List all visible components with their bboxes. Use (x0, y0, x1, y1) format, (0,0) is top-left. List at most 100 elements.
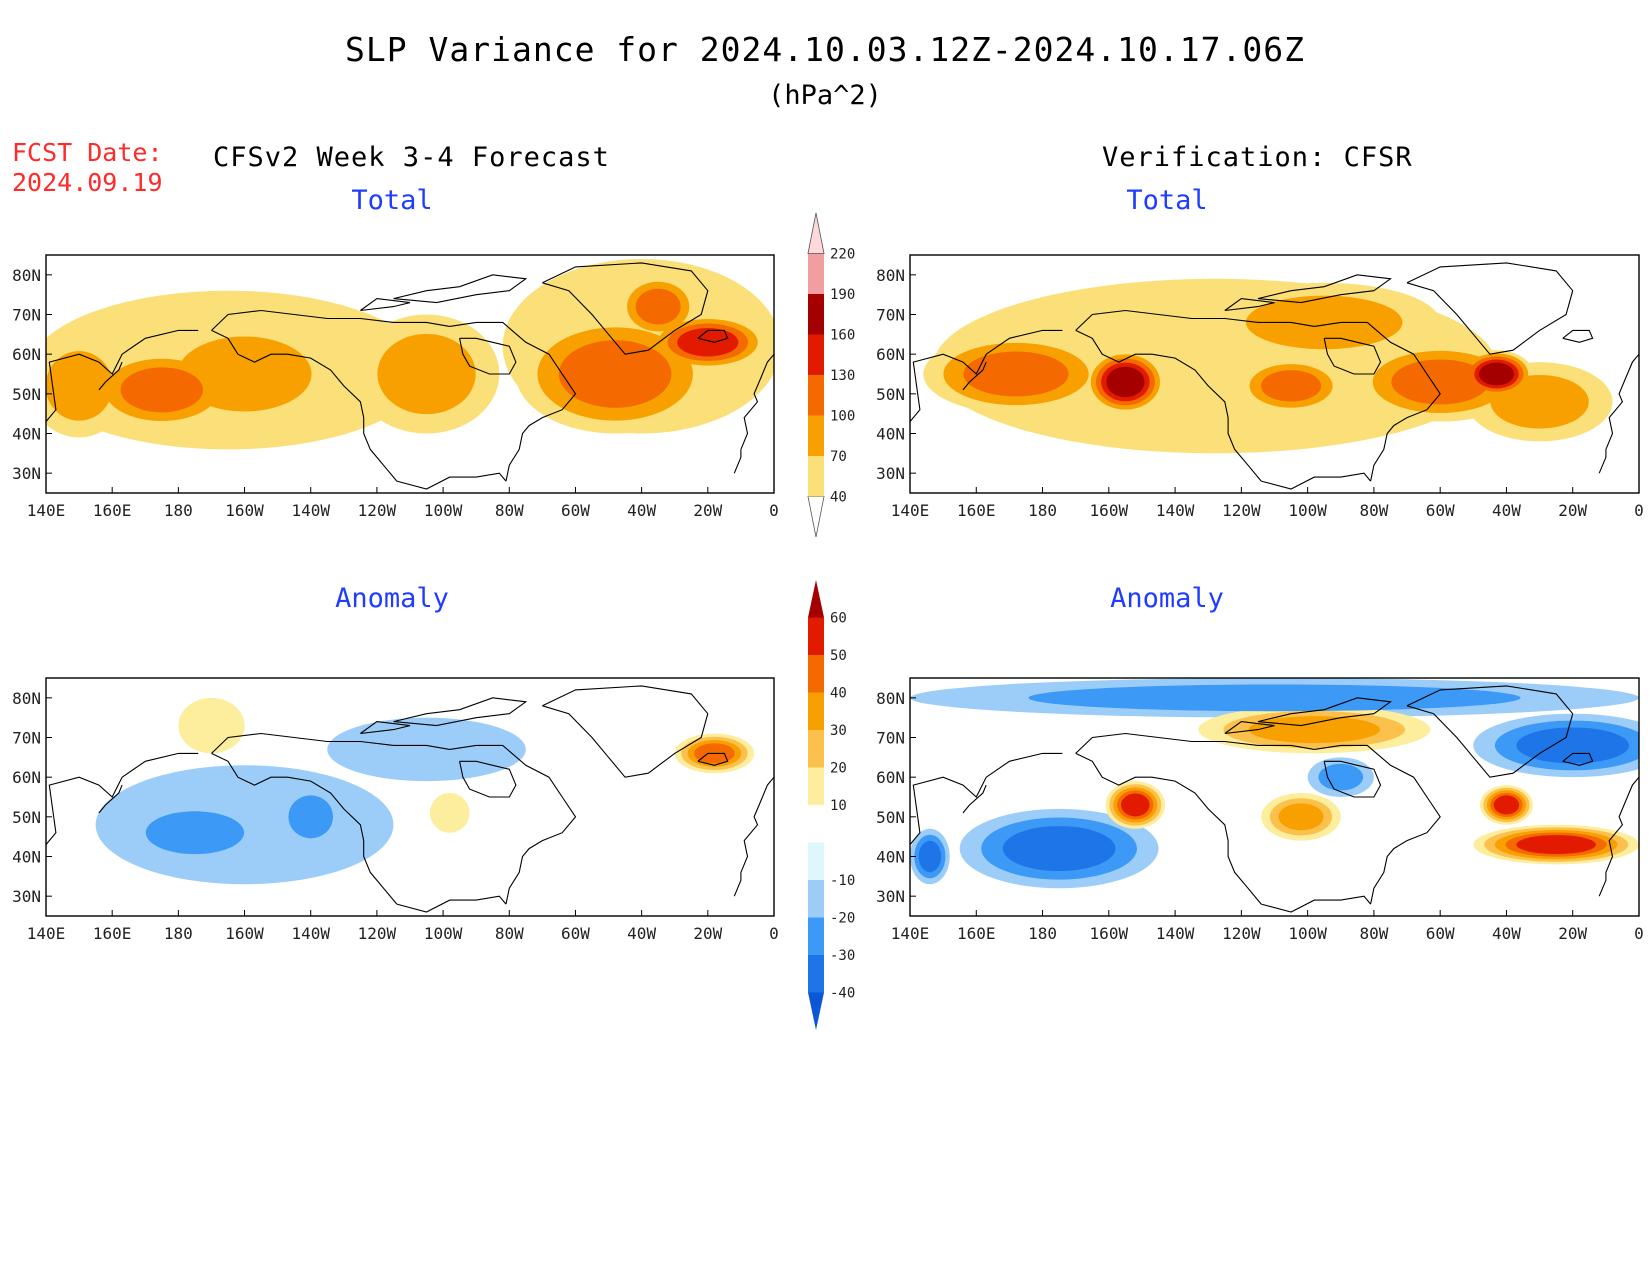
contour-region (327, 717, 526, 782)
coastline (1261, 895, 1372, 913)
panel-title-verification-anomaly: Anomaly (1110, 583, 1224, 614)
coastline (46, 329, 199, 422)
colorbar-anomaly-label: 60 (830, 611, 847, 627)
lon-tick-label: 60W (561, 924, 590, 943)
lat-tick-label: 50N (12, 808, 41, 827)
lon-tick-label: 40W (1492, 501, 1521, 520)
colorbar-anomaly-label: -10 (830, 873, 855, 889)
coastline (1323, 337, 1382, 375)
lon-tick-label: 20W (1558, 924, 1587, 943)
lat-tick-label: 30N (876, 464, 905, 483)
lon-tick-label: 20W (693, 501, 722, 520)
lat-tick-label: 80N (12, 689, 41, 708)
colorbar-total-label: 130 (830, 368, 855, 384)
map-panel-forecast-total: 140E 160E 180 160W 140W 120W 100W 80W 60W 40W 20W 0… (12, 254, 779, 520)
lon-tick-label: 40W (627, 924, 656, 943)
colorbar-total: 40 70 100 130 160 190 220 (807, 212, 855, 538)
lon-tick-label: 140E (27, 501, 66, 520)
coastlines (46, 262, 774, 490)
coastlines (46, 685, 774, 913)
coastline (1314, 321, 1441, 482)
colorbar-swatch (808, 880, 824, 918)
coastline (542, 685, 709, 778)
lat-tick-label: 80N (876, 266, 905, 285)
coastline (211, 329, 398, 482)
panel-title-verification-total: Total (1126, 185, 1208, 216)
coastline (393, 274, 528, 304)
lat-tick-label: 40N (876, 425, 905, 444)
contour-region (635, 288, 681, 325)
coastline (542, 262, 709, 355)
lat-tick-label: 80N (12, 266, 41, 285)
colorbar-swatch (808, 334, 824, 375)
contour-region (429, 793, 470, 833)
coastline (1406, 685, 1574, 778)
lon-tick-label: 0 (769, 501, 779, 520)
colorbar-anomaly-label: -30 (830, 948, 855, 964)
lon-tick-label: 20W (693, 924, 722, 943)
coastline (1075, 752, 1262, 905)
contour-region (1002, 826, 1116, 872)
map-panel-verification-total: 140E 160E 180 160W 140W 120W 100W 80W 60W 40W 20W 0… (876, 254, 1644, 520)
lon-tick-label: 140E (27, 924, 66, 943)
lon-tick-label: 60W (1426, 501, 1455, 520)
contour-region (46, 351, 113, 421)
contour-region (558, 340, 672, 408)
contour-field (910, 678, 1639, 889)
coastline (1257, 697, 1392, 727)
coastline (449, 744, 577, 905)
lon-tick-label: 140E (891, 924, 930, 943)
fcst-date-label: FCST Date: (12, 138, 163, 167)
coastline (910, 752, 1063, 845)
lat-tick-label: 60N (876, 345, 905, 364)
lon-tick-label: 160W (225, 501, 264, 520)
contour-region (918, 840, 942, 873)
lon-tick-label: 20W (1558, 501, 1587, 520)
coastlines (910, 685, 1639, 913)
contour-region (1479, 362, 1515, 386)
colorbar-total-label: 220 (830, 247, 855, 263)
map-frame (45, 677, 775, 917)
lat-tick-label: 70N (12, 729, 41, 748)
coastline (697, 329, 729, 343)
coastline (360, 721, 411, 735)
lat-tick-label: 40N (876, 848, 905, 867)
lon-tick-label: 60W (1426, 924, 1455, 943)
verification-column-title: Verification: CFSR (1102, 142, 1413, 173)
coastline (1224, 298, 1275, 312)
colorbar-anomaly: -40 -30 -20 -10 10 20 30 40 50 60 (808, 580, 855, 1030)
fcst-date-value: 2024.09.19 (12, 168, 163, 197)
coastline (393, 697, 528, 727)
contour-region (1278, 803, 1324, 831)
coastline (1605, 776, 1639, 873)
coastline (46, 752, 199, 845)
map-frame (909, 254, 1640, 494)
coastline (1598, 872, 1607, 897)
lon-tick-label: 140W (291, 501, 330, 520)
lon-tick-label: 180 (164, 924, 193, 943)
panel-title-forecast-anomaly: Anomaly (335, 583, 449, 614)
colorbar-tip-low (807, 496, 825, 538)
coastline (1562, 752, 1594, 766)
lat-tick-label: 50N (876, 385, 905, 404)
coastline (396, 895, 507, 913)
contour-region (1516, 727, 1630, 764)
lon-tick-label: 0 (1634, 924, 1644, 943)
coastlines (910, 262, 1639, 490)
lat-tick-label: 60N (12, 345, 41, 364)
colorbar-swatch (808, 842, 824, 880)
lat-tick-label: 70N (876, 306, 905, 325)
colorbar-swatch (808, 456, 824, 497)
contour-region (1028, 684, 1521, 712)
coastline (1075, 329, 1262, 482)
coastline (449, 321, 577, 482)
colorbar-anomaly-label: -40 (830, 986, 855, 1002)
contour-region (1121, 793, 1150, 817)
coastline (360, 298, 411, 312)
contour-region (1493, 795, 1520, 815)
contour-region (1391, 359, 1490, 405)
contour-region (1516, 835, 1596, 855)
contour-region (1245, 295, 1403, 350)
map-panel-verification-anomaly: 140E 160E 180 160W 140W 120W 100W 80W 60W 40W 20W 0… (876, 677, 1644, 943)
